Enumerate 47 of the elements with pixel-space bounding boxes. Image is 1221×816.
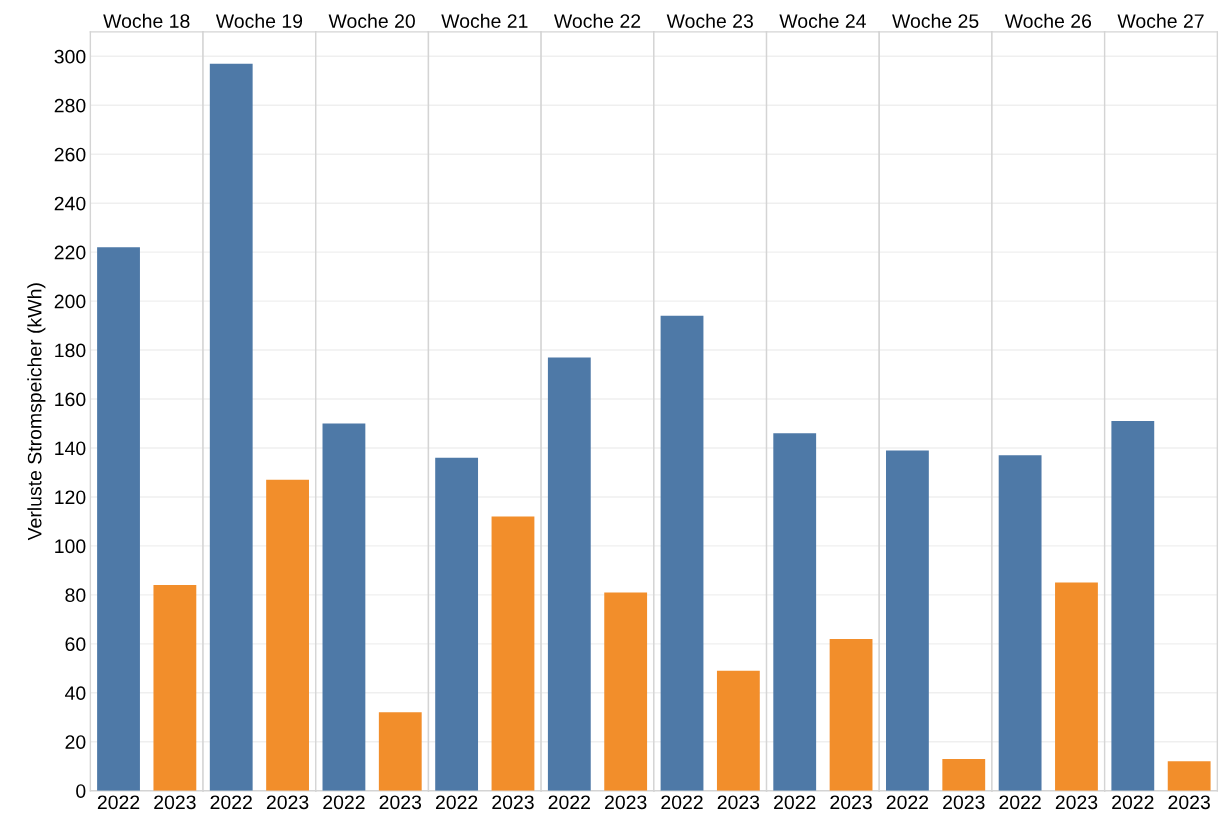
x-tick-label: 2023 xyxy=(1055,795,1098,810)
x-tick-label: 2023 xyxy=(379,795,422,810)
x-tick-label: 2022 xyxy=(548,795,590,810)
y-tick-label: 80 xyxy=(65,588,86,603)
chart-title: Woche 25 xyxy=(892,13,979,28)
x-tick-label: 2023 xyxy=(492,795,534,810)
x-tick-label: 2022 xyxy=(210,795,252,810)
chart-title: Woche 19 xyxy=(215,13,303,28)
y-tick-label: 20 xyxy=(65,735,86,749)
x-tick-label: 2023 xyxy=(605,795,647,810)
x-tick-label: 2022 xyxy=(323,795,365,810)
chart-title: Woche 23 xyxy=(666,13,753,28)
x-tick-label: 2022 xyxy=(1112,795,1154,810)
x-tick-label: 2023 xyxy=(154,795,196,810)
x-tick-label: 2023 xyxy=(717,795,760,810)
y-tick-label: 40 xyxy=(65,686,86,701)
x-tick-label: 2022 xyxy=(999,795,1041,810)
x-tick-label: 2023 xyxy=(830,795,872,810)
y-tick-label: 0 xyxy=(76,784,86,798)
x-tick-label: 2022 xyxy=(661,795,703,810)
y-tick-label: 300 xyxy=(54,49,86,64)
y-tick-label: 60 xyxy=(65,637,86,652)
y-tick-label: 200 xyxy=(54,294,86,309)
y-tick-label: 140 xyxy=(55,441,86,456)
x-tick-label: 2022 xyxy=(97,795,140,810)
x-tick-label: 2022 xyxy=(774,795,816,810)
chart-title: Woche 20 xyxy=(328,13,415,28)
chart-title: Woche 18 xyxy=(103,13,190,28)
x-tick-label: 2023 xyxy=(266,795,309,810)
y-tick-label: 240 xyxy=(54,196,86,211)
chart-title: Woche 27 xyxy=(1117,13,1204,28)
x-tick-label: 2023 xyxy=(1168,795,1210,810)
x-tick-label: 2023 xyxy=(943,795,985,810)
y-tick-label: 180 xyxy=(55,343,86,358)
chart-title: Woche 22 xyxy=(553,13,641,28)
x-tick-label: 2022 xyxy=(435,795,478,810)
y-tick-label: 280 xyxy=(54,98,86,113)
y-axis-title: Verluste Stromspeicher (kWh) xyxy=(27,283,46,541)
y-tick-label: 260 xyxy=(54,147,86,162)
y-tick-label: 160 xyxy=(55,392,86,407)
x-tick-label: 2022 xyxy=(886,795,929,810)
y-tick-label: 220 xyxy=(54,245,86,260)
chart-title: Woche 21 xyxy=(441,13,528,28)
y-tick-label: 120 xyxy=(55,490,86,505)
chart-title: Woche 24 xyxy=(779,13,866,28)
y-tick-label: 100 xyxy=(55,539,86,554)
chart-title: Woche 26 xyxy=(1004,13,1092,28)
